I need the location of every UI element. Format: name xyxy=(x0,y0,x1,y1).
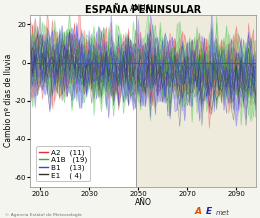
Text: ANUAL: ANUAL xyxy=(130,4,156,13)
Text: © Agencia Estatal de Meteorología: © Agencia Estatal de Meteorología xyxy=(5,213,82,217)
Bar xyxy=(136,15,260,187)
Text: met: met xyxy=(216,210,230,216)
Text: E: E xyxy=(205,207,212,216)
Y-axis label: Cambio nº días de lluvia: Cambio nº días de lluvia xyxy=(4,54,13,148)
Text: A: A xyxy=(195,207,202,216)
Title: ESPAÑA PENINSULAR: ESPAÑA PENINSULAR xyxy=(85,5,201,15)
Legend: A2    (11), A1B   (19), B1    (13), E1    ( 4): A2 (11), A1B (19), B1 (13), E1 ( 4) xyxy=(36,146,90,181)
X-axis label: AÑO: AÑO xyxy=(135,198,152,207)
